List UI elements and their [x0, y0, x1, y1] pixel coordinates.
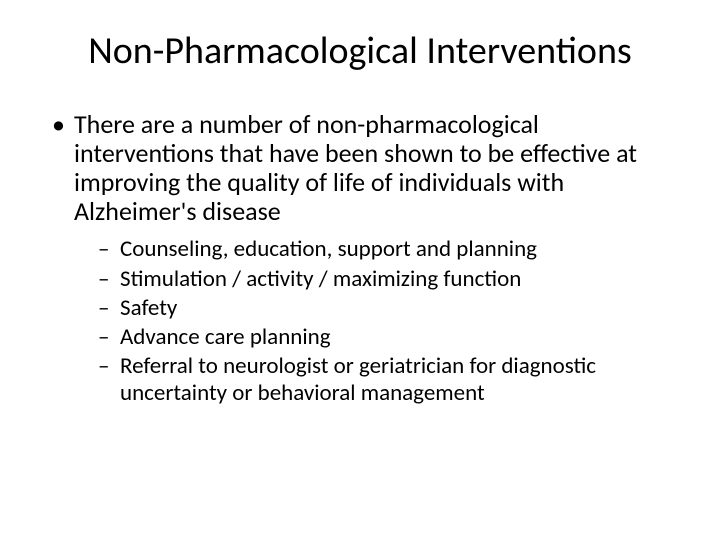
list-item: – Referral to neurologist or geriatricia…	[98, 353, 670, 407]
bullet-marker: –	[98, 295, 120, 322]
list-item: • There are a number of non-pharmacologi…	[50, 110, 670, 226]
list-item: – Safety	[98, 295, 670, 322]
bullet-marker: –	[98, 266, 120, 293]
list-item-text: Safety	[120, 295, 177, 322]
bullet-marker: –	[98, 324, 120, 351]
list-item-text: Counseling, education, support and plann…	[120, 236, 537, 263]
list-item-text: Advance care planning	[120, 324, 331, 351]
list-item: – Stimulation / activity / maximizing fu…	[98, 266, 670, 293]
bullet-marker: –	[98, 353, 120, 380]
sub-list: – Counseling, education, support and pla…	[98, 236, 670, 407]
list-item-text: Stimulation / activity / maximizing func…	[120, 266, 521, 293]
list-item-text: There are a number of non-pharmacologica…	[74, 110, 670, 226]
bullet-marker: •	[50, 110, 74, 139]
list-item: – Counseling, education, support and pla…	[98, 236, 670, 263]
slide-body: • There are a number of non-pharmacologi…	[40, 110, 680, 407]
list-item-text: Referral to neurologist or geriatrician …	[120, 353, 670, 407]
list-item: – Advance care planning	[98, 324, 670, 351]
bullet-marker: –	[98, 236, 120, 263]
slide-title: Non-Pharmacological Interventions	[40, 28, 680, 74]
